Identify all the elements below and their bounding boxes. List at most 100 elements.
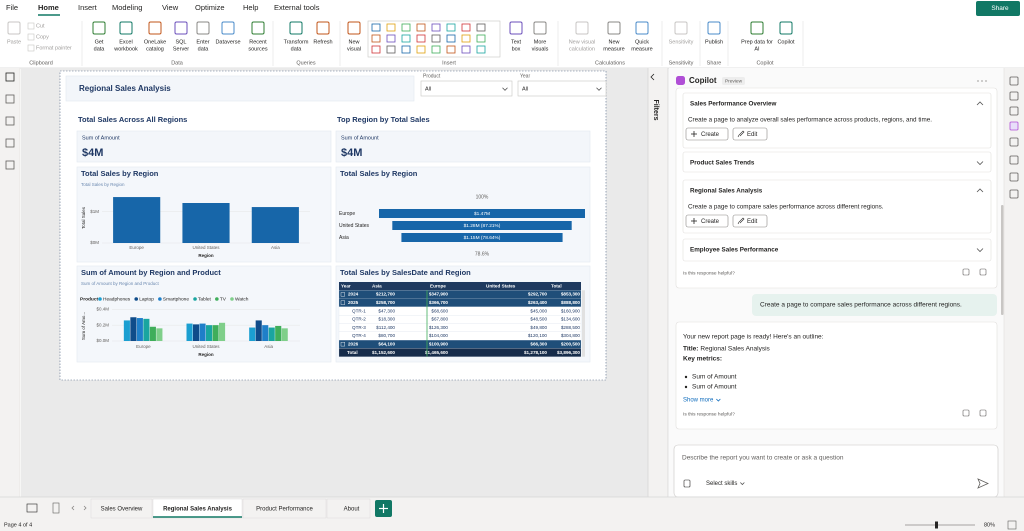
visual-type-icon[interactable]: [431, 34, 441, 43]
visual-type-icon[interactable]: [401, 45, 411, 54]
ribbon-button-label[interactable]: Recent: [249, 39, 267, 45]
ribbon-button-label[interactable]: Transform: [284, 39, 309, 45]
action-button[interactable]: [685, 127, 729, 141]
suggestion-card[interactable]: [682, 151, 992, 173]
visual-type-icon[interactable]: [461, 23, 471, 32]
tab-scroll-left[interactable]: [71, 505, 75, 511]
ribbon-icon[interactable]: [148, 21, 162, 35]
page-tab-label[interactable]: Product Performance: [256, 507, 313, 513]
ribbon-button-label[interactable]: AI: [754, 46, 760, 52]
suggestion-title[interactable]: Product Sales Trends: [690, 160, 755, 167]
nav-icon[interactable]: [5, 160, 15, 170]
visual-type-icon[interactable]: [386, 34, 396, 43]
ribbon-icon[interactable]: [607, 21, 621, 35]
visual-type-icon[interactable]: [446, 34, 456, 43]
filters-pane-label[interactable]: Filters: [652, 99, 659, 120]
ribbon-button-label[interactable]: Server: [173, 46, 189, 52]
ribbon-button-label[interactable]: Paste: [7, 39, 21, 45]
menu-tab[interactable]: Modeling: [112, 3, 142, 12]
menu-tab[interactable]: Home: [38, 3, 59, 12]
visual-type-icon[interactable]: [371, 45, 381, 54]
ribbon-button-label[interactable]: visual: [347, 46, 361, 52]
ribbon-icon[interactable]: [221, 21, 235, 35]
ribbon-button-label[interactable]: Get: [95, 39, 104, 45]
ribbon-button-label[interactable]: Quick: [635, 39, 649, 45]
ribbon-button-label[interactable]: New: [608, 39, 619, 45]
page-tab[interactable]: [90, 498, 153, 519]
ribbon-icon[interactable]: [251, 21, 265, 35]
nav-icon[interactable]: [5, 116, 15, 126]
page-tab-label[interactable]: Sales Overview: [101, 507, 143, 513]
feedback-icon[interactable]: [979, 268, 987, 276]
suggestion-title[interactable]: Employee Sales Performance: [690, 247, 779, 254]
ribbon-icon[interactable]: [92, 21, 106, 35]
ribbon-icon[interactable]: [119, 21, 133, 35]
ribbon-button-label[interactable]: sources: [248, 46, 268, 52]
action-button-label[interactable]: Edit: [747, 132, 758, 138]
visual-type-icon[interactable]: [416, 23, 426, 32]
ribbon-button-label[interactable]: OneLake: [144, 39, 166, 45]
action-button-label[interactable]: Edit: [747, 219, 758, 225]
ribbon-icon[interactable]: [635, 21, 649, 35]
action-button[interactable]: [732, 127, 768, 141]
ribbon-button-label[interactable]: box: [512, 46, 521, 52]
feedback-icon[interactable]: [962, 409, 970, 417]
action-button[interactable]: [685, 214, 729, 228]
matrix-expand-icon[interactable]: [340, 300, 345, 305]
ribbon-icon[interactable]: [779, 21, 793, 35]
action-button-label[interactable]: Create: [701, 132, 720, 138]
rail-icon[interactable]: [1009, 189, 1019, 199]
more-options-dot[interactable]: [977, 80, 979, 82]
ribbon-button-label[interactable]: Cut: [36, 23, 45, 29]
rail-icon[interactable]: [1009, 137, 1019, 147]
ribbon-button-label[interactable]: Sensitivity: [669, 39, 694, 45]
visual-type-icon[interactable]: [386, 45, 396, 54]
ribbon-button-label[interactable]: Publish: [705, 39, 723, 45]
page-tab-label[interactable]: About: [344, 507, 360, 513]
ribbon-button-label[interactable]: visuals: [532, 46, 549, 52]
menu-tab[interactable]: Insert: [78, 3, 98, 12]
visual-type-icon[interactable]: [401, 23, 411, 32]
suggestion-title[interactable]: Sales Performance Overview: [690, 101, 777, 108]
feedback-icon[interactable]: [979, 409, 987, 417]
view-icon[interactable]: [52, 502, 60, 514]
visual-type-icon[interactable]: [371, 34, 381, 43]
share-button[interactable]: [976, 1, 1020, 16]
more-options-dot[interactable]: [985, 80, 987, 82]
ribbon-small-icon[interactable]: [27, 22, 35, 30]
nav-icon[interactable]: [5, 94, 15, 104]
nav-icon[interactable]: [5, 138, 15, 148]
send-icon[interactable]: [977, 478, 989, 489]
action-button-label[interactable]: Create: [701, 219, 720, 225]
ribbon-button-label[interactable]: Copy: [36, 34, 49, 40]
ribbon-icon[interactable]: [674, 21, 688, 35]
skills-icon[interactable]: [683, 479, 691, 488]
ribbon-icon[interactable]: [289, 21, 303, 35]
ribbon-button-label[interactable]: data: [291, 46, 303, 52]
matrix-expand-icon[interactable]: [340, 342, 345, 347]
slicer-value[interactable]: All: [522, 86, 528, 92]
collapse-icon[interactable]: [650, 73, 655, 81]
more-options-dot[interactable]: [981, 80, 983, 82]
ribbon-icon[interactable]: [509, 21, 523, 35]
ribbon-icon[interactable]: [174, 21, 188, 35]
ribbon-button-label[interactable]: SQL: [175, 39, 186, 45]
chat-input-placeholder[interactable]: Describe the report you want to create o…: [682, 455, 844, 462]
visual-type-icon[interactable]: [371, 23, 381, 32]
ribbon-button-label[interactable]: Copilot: [777, 39, 795, 45]
visual-type-icon[interactable]: [401, 34, 411, 43]
ribbon-icon[interactable]: [533, 21, 547, 35]
ribbon-button-label[interactable]: Dataverse: [215, 39, 240, 45]
ribbon-icon[interactable]: [707, 21, 721, 35]
ribbon-icon[interactable]: [575, 21, 589, 35]
ribbon-button-label[interactable]: measure: [603, 46, 624, 52]
visual-type-icon[interactable]: [446, 45, 456, 54]
suggestion-card[interactable]: [682, 238, 992, 262]
collapse-chevron[interactable]: [976, 101, 984, 106]
page-tab[interactable]: [152, 498, 243, 519]
rail-icon[interactable]: [1009, 172, 1019, 182]
visual-type-icon[interactable]: [416, 45, 426, 54]
chat-input[interactable]: [673, 444, 999, 498]
ribbon-button-label[interactable]: New visual: [569, 39, 596, 45]
visual-type-icon[interactable]: [446, 23, 456, 32]
